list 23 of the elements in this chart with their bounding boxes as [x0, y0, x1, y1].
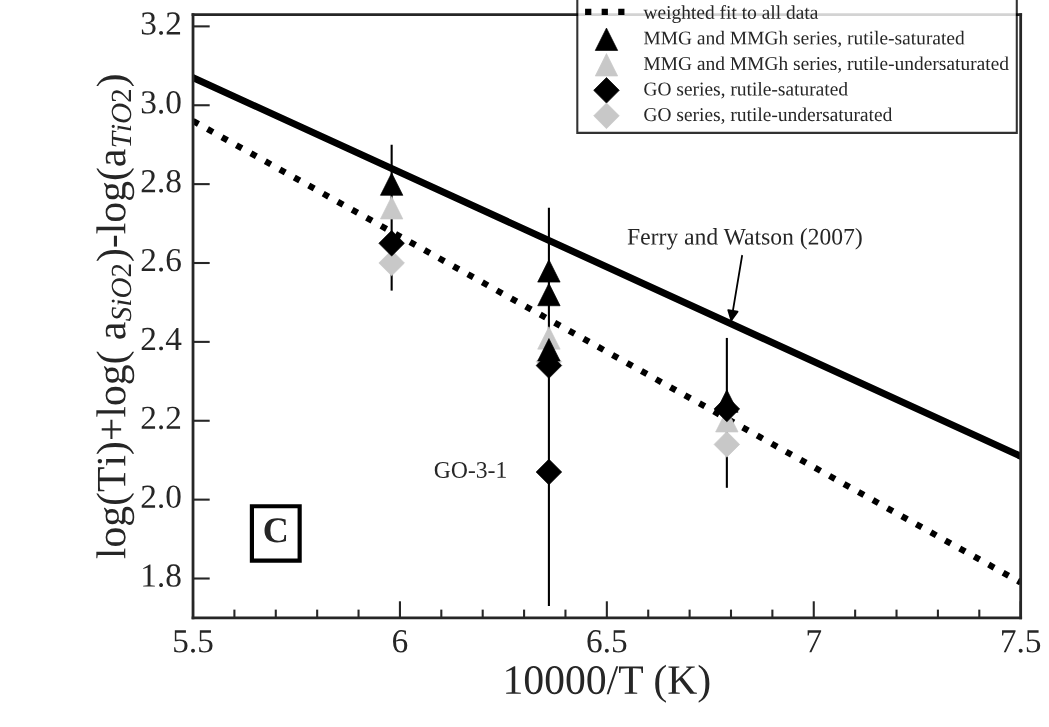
y-tick-label: 2.2 [141, 406, 181, 430]
y-axis-title: log(Ti)+log( a$_{SiO2}$)-log(a$_{TiO2}$) [96, 75, 135, 559]
annotation: Ferry and Watson (2007) [627, 228, 862, 250]
legend-label: MMG and MMGh series, rutile-undersaturated [643, 56, 1009, 73]
x-axis-title: 10000/T (K) [506, 664, 710, 703]
x-tick-label: 7.5 [1002, 630, 1041, 653]
x-tick-label: 7 [807, 630, 822, 653]
legend-label: GO series, rutile-undersaturated [644, 107, 893, 124]
legend-label: MMG and MMGh series, rutile-saturated [643, 30, 965, 48]
y-tick-label: 2.0 [141, 485, 181, 509]
legend-label: weighted fit to all data [643, 5, 819, 23]
annotation: C [264, 518, 287, 543]
legend-label: GO series, rutile-saturated [644, 81, 848, 99]
x-tick-label: 6 [393, 630, 408, 653]
y-tick-label: 1.8 [143, 564, 181, 587]
y-tick-label: 2.6 [141, 248, 181, 272]
y-tick-label: 3.0 [141, 91, 181, 114]
x-tick-label: 5.5 [174, 630, 213, 653]
y-tick-label: 2.4 [141, 327, 182, 351]
annotation: GO-3-1 [434, 462, 506, 478]
x-tick-label: 6.5 [587, 630, 627, 653]
y-tick-label: 3.2 [141, 12, 181, 35]
y-tick-label: 2.8 [141, 169, 181, 193]
